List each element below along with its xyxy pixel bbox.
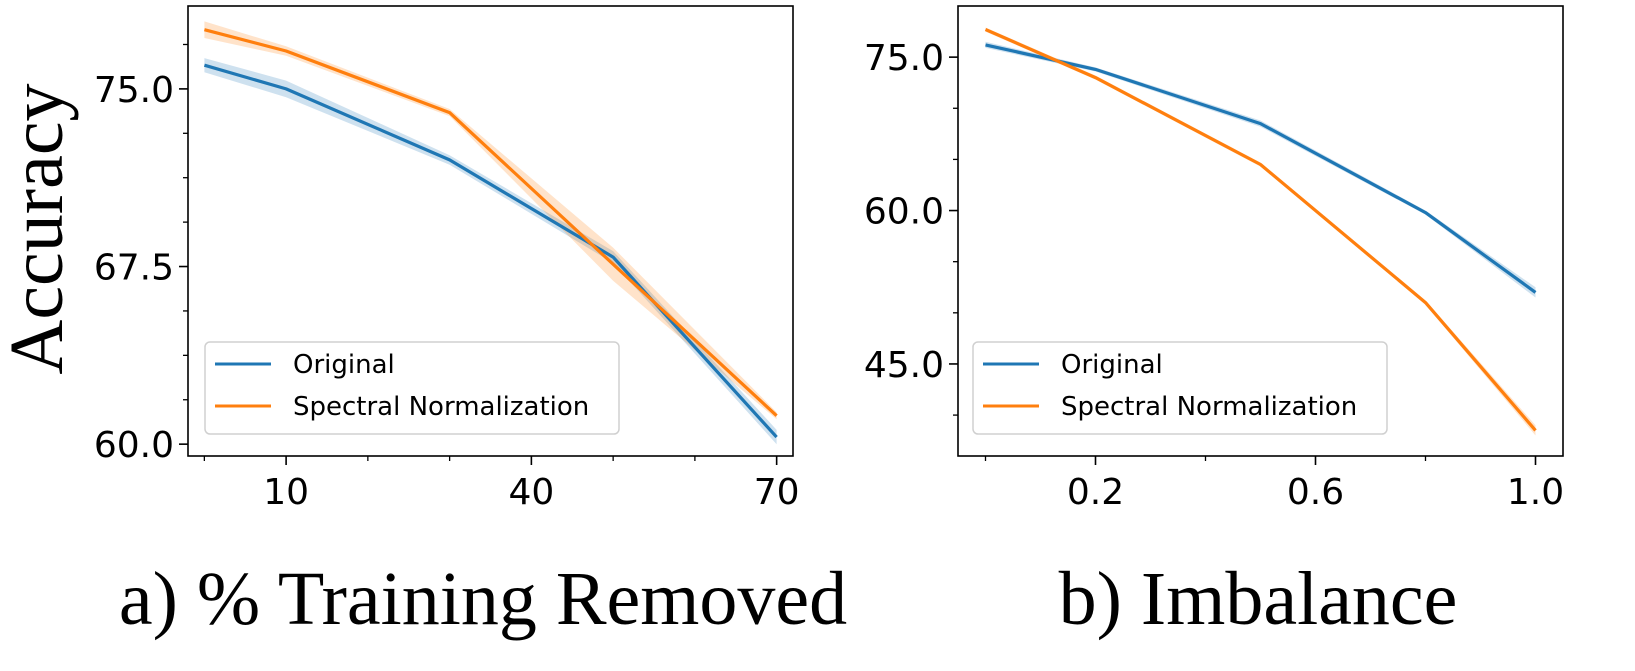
y-axis-ticks: 60.0 67.5 75.0 <box>94 43 188 466</box>
legend: Original Spectral Normalization <box>972 341 1388 435</box>
y-tick-label: 75.0 <box>864 38 944 79</box>
plot-frame <box>957 5 1564 457</box>
x-tick-label: 0.6 <box>1287 472 1344 513</box>
legend-label-spectral-normalization: Spectral Normalization <box>293 392 589 422</box>
series-line-spectral-normalization <box>203 28 778 417</box>
x-axis-ticks: 10 40 70 <box>203 456 800 513</box>
chart-panel-b: 0.2 0.6 1.0 45.0 60.0 75.0 Original Spectral… <box>864 5 1564 641</box>
legend-label-original: Original <box>293 350 395 380</box>
x-tick-label: 70 <box>754 472 800 513</box>
y-tick-label: 45.0 <box>864 345 944 386</box>
legend-label-original: Original <box>1061 350 1163 380</box>
y-tick-label: 67.5 <box>94 248 174 289</box>
x-tick-label: 0.2 <box>1067 472 1124 513</box>
plot-frame <box>187 5 794 457</box>
y-tick-label: 60.0 <box>94 425 174 466</box>
legend-label-spectral-normalization: Spectral Normalization <box>1061 392 1357 422</box>
panel-caption: b) Imbalance <box>1059 557 1458 641</box>
legend: Original Spectral Normalization <box>204 341 620 435</box>
legend-box <box>972 341 1388 435</box>
y-tick-label: 60.0 <box>864 192 944 233</box>
legend-box <box>204 341 620 435</box>
series-line-original <box>203 63 778 439</box>
y-axis-ticks: 45.0 60.0 75.0 <box>864 38 958 416</box>
x-axis-ticks: 0.2 0.6 1.0 <box>984 456 1564 513</box>
chart-panel-a: 10 40 70 60.0 67.5 75.0 Original Spectral No… <box>94 5 847 641</box>
series-lines <box>984 28 1537 432</box>
series-lines <box>203 28 778 439</box>
y-tick-label: 75.0 <box>94 70 174 111</box>
panel-caption: a) % Training Removed <box>119 557 847 641</box>
x-tick-label: 1.0 <box>1507 472 1564 513</box>
series-line-original <box>985 43 1537 294</box>
confidence-band-original <box>985 41 1536 298</box>
y-axis-label: Accuracy <box>0 83 79 374</box>
x-tick-label: 40 <box>508 472 554 513</box>
series-line-spectral-normalization <box>984 28 1537 432</box>
x-tick-label: 10 <box>263 472 309 513</box>
